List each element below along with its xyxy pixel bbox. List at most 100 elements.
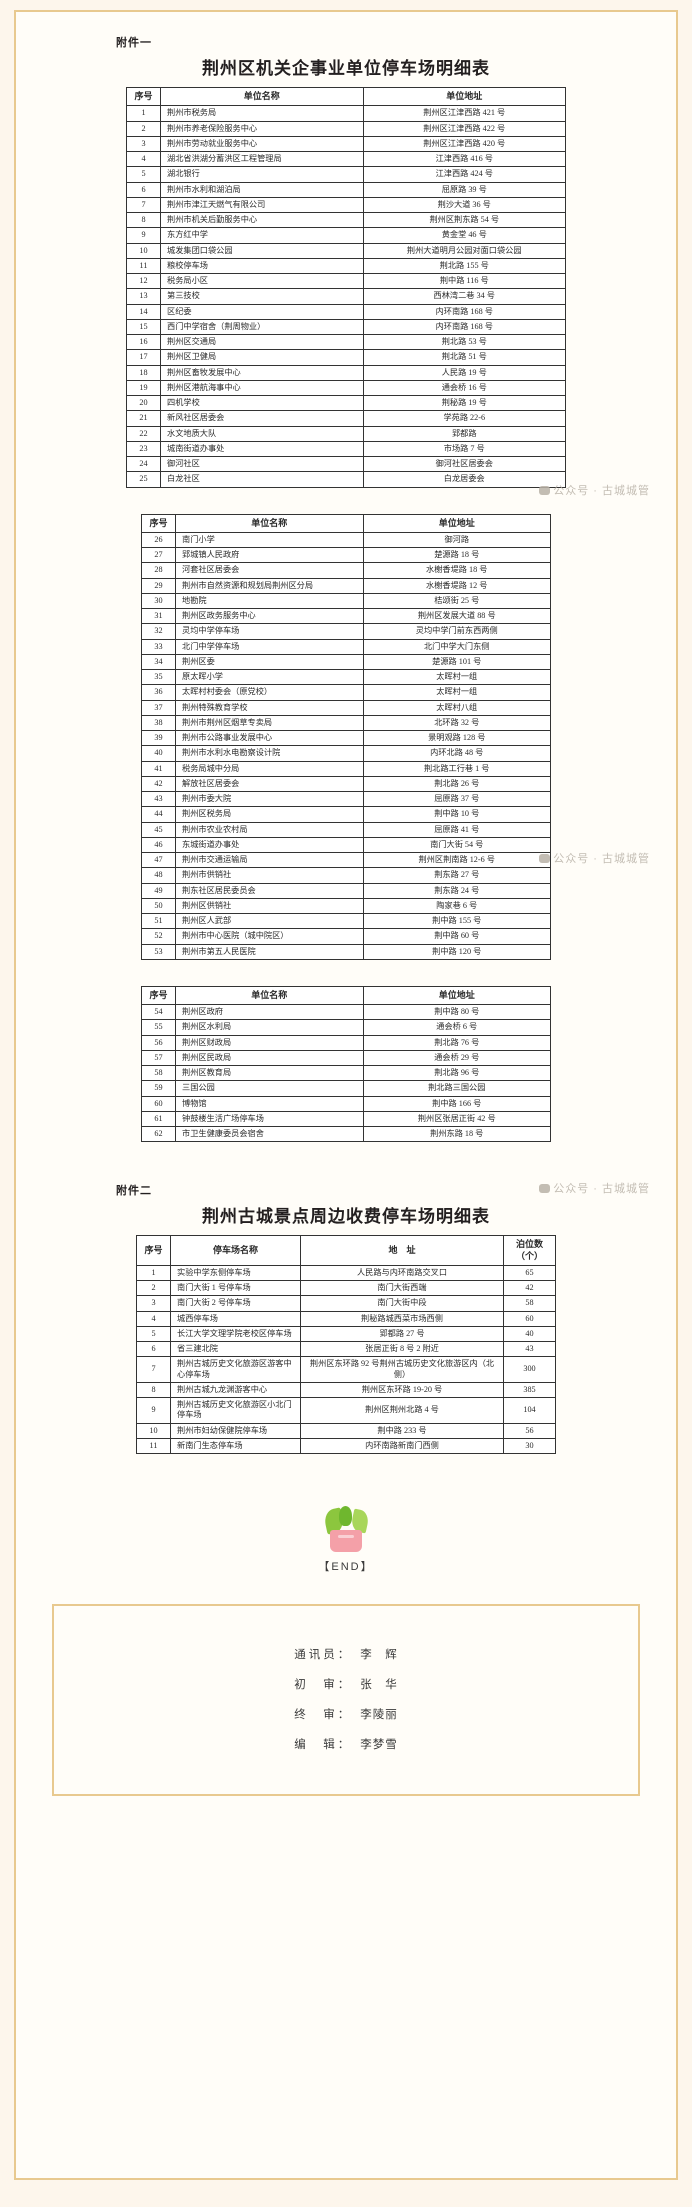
cell-index: 22 xyxy=(126,425,161,442)
cell-name: 钟鼓楼生活广场停车场 xyxy=(175,1110,364,1128)
cell-name: 荆州区港航海事中心 xyxy=(160,379,364,397)
cell-address: 郢都路 27 号 xyxy=(300,1325,504,1343)
table-row: 32 灵均中学停车场 灵均中学门前东西两侧 xyxy=(141,623,551,640)
cell-index: 33 xyxy=(141,638,176,655)
table-header-row: 序号 停车场名称 地 址 泊位数（个） xyxy=(136,1235,556,1266)
table-row: 7 荆州古城历史文化旅游区游客中心停车场 荆州区东环路 92 号荆州古城历史文化旅游… xyxy=(136,1356,556,1383)
header-unit-name: 单位名称 xyxy=(175,513,364,533)
cell-index: 50 xyxy=(141,897,176,915)
cell-name: 荆州区水利局 xyxy=(175,1019,364,1036)
cell-address: 白龙居委会 xyxy=(362,471,566,488)
table-row: 16 荆州区交通局 荆北路 53 号 xyxy=(126,333,566,351)
cell-name: 荆州市供销社 xyxy=(175,867,364,884)
cell-index: 1 xyxy=(126,105,161,122)
header-lot-name: 停车场名称 xyxy=(170,1235,301,1266)
cell-index: 60 xyxy=(141,1095,176,1112)
cell-index: 37 xyxy=(141,699,176,716)
cell-name: 税务局小区 xyxy=(160,272,364,290)
cell-name: 河套社区居委会 xyxy=(175,562,364,579)
cell-address: 荆州区发展大道 88 号 xyxy=(362,607,551,625)
cell-name: 荆州区政务服务中心 xyxy=(175,607,364,625)
cell-address: 郢都路 xyxy=(362,425,566,442)
cell-address: 陶家巷 6 号 xyxy=(362,897,551,915)
table-row: 7 荆州市津江天燃气有限公司 荆沙大道 36 号 xyxy=(126,196,566,214)
table-row: 53 荆州市第五人民医院 荆中路 120 号 xyxy=(141,943,551,960)
cell-name: 荆州古城历史文化旅游区游客中心停车场 xyxy=(170,1356,301,1383)
cell-name: 荆东社区居民委员会 xyxy=(175,882,364,899)
cell-index: 40 xyxy=(141,745,176,762)
cell-name: 原太晖小学 xyxy=(175,668,364,686)
cell-space-count: 30 xyxy=(503,1437,556,1455)
table-row: 1 荆州市税务局 荆州区江津西路 421 号 xyxy=(126,105,566,122)
cell-name: 白龙社区 xyxy=(160,471,364,488)
cell-index: 20 xyxy=(126,394,161,412)
table-row: 49 荆东社区居民委员会 荆东路 24 号 xyxy=(141,882,551,899)
cell-address: 太晖村一组 xyxy=(362,668,551,686)
cell-address: 荆中路 155 号 xyxy=(362,912,551,930)
credit-row: 初 审： 张 华 xyxy=(54,1676,638,1692)
cell-name: 实验中学东侧停车场 xyxy=(170,1264,301,1282)
table-row: 39 荆州市公路事业发展中心 景明观路 128 号 xyxy=(141,729,551,747)
cell-address: 屈原路 39 号 xyxy=(362,181,566,198)
table-row: 25 白龙社区 白龙居委会 xyxy=(126,471,566,488)
table-row: 15 西门中学宿舍（荆周物业） 内环南路 168 号 xyxy=(126,318,566,336)
cell-index: 54 xyxy=(141,1003,176,1021)
cell-address: 荆州大道明月公园对面口袋公园 xyxy=(362,242,566,259)
cell-name: 省三建北院 xyxy=(170,1340,301,1358)
cell-address: 水榭香堤路 18 号 xyxy=(362,562,551,579)
header-space-count: 泊位数（个） xyxy=(503,1235,556,1266)
table-row: 36 太晖村村委会（原党校） 太晖村一组 xyxy=(141,684,551,701)
cell-address: 荆中路 166 号 xyxy=(362,1095,551,1112)
end-block: 【END】 xyxy=(26,1500,666,1574)
cell-space-count: 60 xyxy=(503,1310,556,1327)
cell-name: 荆州市交通运输局 xyxy=(175,851,364,869)
table-row: 52 荆州市中心医院（城中院区） 荆中路 60 号 xyxy=(141,928,551,945)
document-frame: 附件一 荆州区机关企事业单位停车场明细表 序号 单位名称 单位地址 1 荆州市税务… xyxy=(14,10,678,2180)
table-body-part-3: 54 荆州区政府 荆中路 80 号 55 荆州区水利局 通会桥 6 号 56 荆州区财政局 荆北… xyxy=(141,1003,551,1143)
cell-index: 8 xyxy=(136,1381,171,1399)
cell-name: 荆州特殊教育学校 xyxy=(175,699,364,716)
table-row: 5 湖北银行 江津西路 424 号 xyxy=(126,166,566,183)
cell-name: 荆州区税务局 xyxy=(175,806,364,823)
cell-address: 市场路 7 号 xyxy=(362,440,566,458)
credit-row: 编 辑： 李梦雪 xyxy=(54,1736,638,1752)
cell-name: 荆州区畜牧发展中心 xyxy=(160,364,364,381)
table-row: 43 荆州市委大院 屈原路 37 号 xyxy=(141,790,551,808)
table-row: 13 第三技校 西林湾二巷 34 号 xyxy=(126,288,566,305)
cell-index: 47 xyxy=(141,851,176,869)
cell-name: 四机学校 xyxy=(160,394,364,412)
cell-index: 15 xyxy=(126,318,161,336)
cell-name: 荆州市荆州区烟草专卖局 xyxy=(175,714,364,732)
cell-index: 58 xyxy=(141,1064,176,1082)
cell-name: 地勘院 xyxy=(175,592,364,610)
cell-space-count: 40 xyxy=(503,1325,556,1343)
attachment-two-title: 荆州古城景点周边收费停车场明细表 xyxy=(202,1207,490,1227)
table-row: 6 省三建北院 张居正街 8 号 2 附近 43 xyxy=(136,1340,556,1358)
attachment-two-label: 附件二 xyxy=(116,1185,152,1198)
attachment-one-title: 荆州区机关企事业单位停车场明细表 xyxy=(202,59,490,78)
cell-address: 荆秘路 19 号 xyxy=(362,394,566,412)
table-row: 9 荆州古城历史文化旅游区小北门停车场 荆州区荆州北路 4 号 104 xyxy=(136,1397,556,1424)
cell-address: 南门大街 54 号 xyxy=(362,836,551,854)
table-row: 33 北门中学停车场 北门中学大门东侧 xyxy=(141,638,551,655)
cell-address: 北门中学大门东侧 xyxy=(362,638,551,655)
cell-name: 荆州区供销社 xyxy=(175,897,364,915)
cell-address: 太晖村八组 xyxy=(362,699,551,716)
cell-index: 1 xyxy=(136,1264,171,1282)
cell-address: 灵均中学门前东西两侧 xyxy=(362,623,551,640)
cell-name: 湖北省洪湖分蓄洪区工程管理局 xyxy=(160,150,364,168)
cell-index: 27 xyxy=(141,546,176,564)
table-row: 45 荆州市农业农村局 屈原路 41 号 xyxy=(141,821,551,838)
cell-index: 31 xyxy=(141,607,176,625)
cell-address: 桔颂街 25 号 xyxy=(362,592,551,610)
cell-address: 御河路 xyxy=(362,531,551,549)
table-row: 62 市卫生健康委员会宿舍 荆州东路 18 号 xyxy=(141,1125,551,1143)
table-row: 28 河套社区居委会 水榭香堤路 18 号 xyxy=(141,562,551,579)
cell-index: 14 xyxy=(126,303,161,320)
cell-index: 2 xyxy=(136,1279,171,1297)
cell-space-count: 300 xyxy=(503,1356,556,1383)
table-row: 61 钟鼓楼生活广场停车场 荆州区张居正街 42 号 xyxy=(141,1110,551,1128)
table-row: 9 东方红中学 黄金堂 46 号 xyxy=(126,227,566,244)
